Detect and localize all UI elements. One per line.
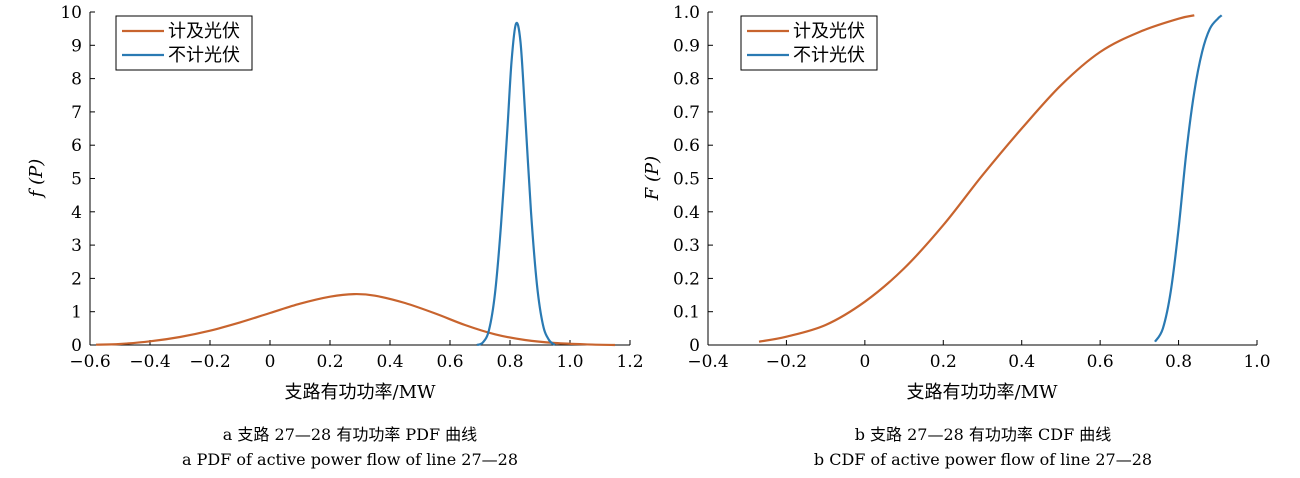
series-line-without-pv — [1154, 14, 1223, 343]
y-tick-label: 0.8 — [673, 70, 700, 90]
y-tick-label: 2 — [71, 269, 82, 289]
y-tick-label: 0 — [71, 336, 82, 356]
legend-label: 不计光伏 — [793, 45, 865, 66]
x-tick-label: 0 — [859, 352, 870, 372]
x-tick-label: −0.4 — [687, 352, 728, 372]
y-tick-label: 0.2 — [673, 269, 700, 289]
y-tick-label: 8 — [71, 70, 82, 90]
pdf-chart: −0.6 −0.4 −0.2 0 0.2 0.4 0.6 0.8 1.0 1.2 0 1 2 3 4 5 6 7 8… — [26, 3, 644, 403]
x-tick-label: 1.2 — [616, 352, 643, 372]
legend-label: 不计光伏 — [168, 45, 240, 66]
x-tick-label: 0.4 — [1008, 352, 1035, 372]
caption-a-en: a PDF of active power flow of line 27—28 — [182, 450, 518, 469]
x-tick-label: 0.6 — [436, 352, 463, 372]
series-line-with-pv — [758, 14, 1195, 343]
y-tick-label: 10 — [60, 3, 82, 23]
y-tick-label: 9 — [71, 36, 82, 56]
caption-b-cn: b 支路 27—28 有功功率 CDF 曲线 — [855, 425, 1112, 444]
x-tick-label: 0.8 — [1165, 352, 1192, 372]
y-tick-label: 0.7 — [673, 103, 700, 123]
y-axis-label: f (P) — [26, 159, 47, 200]
x-tick-label: −0.6 — [69, 352, 110, 372]
x-tick-label: 1.0 — [1243, 352, 1270, 372]
x-tick-label: 0.4 — [376, 352, 403, 372]
y-tick-label: 3 — [71, 236, 82, 256]
legend-label: 计及光伏 — [793, 21, 865, 42]
x-tick-label: 0.2 — [930, 352, 957, 372]
x-tick-label: 0.2 — [316, 352, 343, 372]
legend-box — [740, 15, 878, 71]
x-tick-label: 0.8 — [496, 352, 523, 372]
y-tick-label: 1.0 — [673, 3, 700, 23]
y-tick-label: 7 — [71, 103, 82, 123]
cdf-chart: −0.4 −0.2 0 0.2 0.4 0.6 0.8 1.0 0 0.1 0.2 0.3 0.4 0.5… — [642, 3, 1271, 403]
y-tick-label: 0.5 — [673, 170, 700, 190]
y-tick-label: 0.4 — [673, 203, 700, 223]
y-tick-label: 0.1 — [673, 303, 700, 323]
x-tick-label: −0.2 — [189, 352, 230, 372]
y-tick-label: 5 — [71, 170, 82, 190]
x-tick-label: 0 — [265, 352, 276, 372]
series-line-with-pv — [95, 292, 616, 347]
y-tick-label: 1 — [71, 303, 82, 323]
x-axis-label: 支路有功功率/MW — [907, 382, 1058, 403]
y-tick-label: 0.6 — [673, 136, 700, 156]
caption-b-en: b CDF of active power flow of line 27—28 — [814, 450, 1152, 469]
y-tick-label: 4 — [71, 203, 82, 223]
x-tick-label: 0.6 — [1087, 352, 1114, 372]
legend-label: 计及光伏 — [168, 21, 240, 42]
series-line-without-pv — [476, 21, 556, 347]
y-tick-label: 0.9 — [673, 36, 700, 56]
caption-a-cn: a 支路 27—28 有功功率 PDF 曲线 — [223, 425, 477, 444]
x-tick-label: −0.4 — [129, 352, 170, 372]
x-tick-label: −0.2 — [766, 352, 807, 372]
x-axis-label: 支路有功功率/MW — [285, 382, 436, 403]
y-tick-label: 0 — [689, 336, 700, 356]
legend-box — [115, 15, 253, 71]
y-tick-label: 6 — [71, 136, 82, 156]
x-tick-label: 1.0 — [556, 352, 583, 372]
y-tick-label: 0.3 — [673, 236, 700, 256]
y-axis-label: F (P) — [642, 156, 663, 201]
